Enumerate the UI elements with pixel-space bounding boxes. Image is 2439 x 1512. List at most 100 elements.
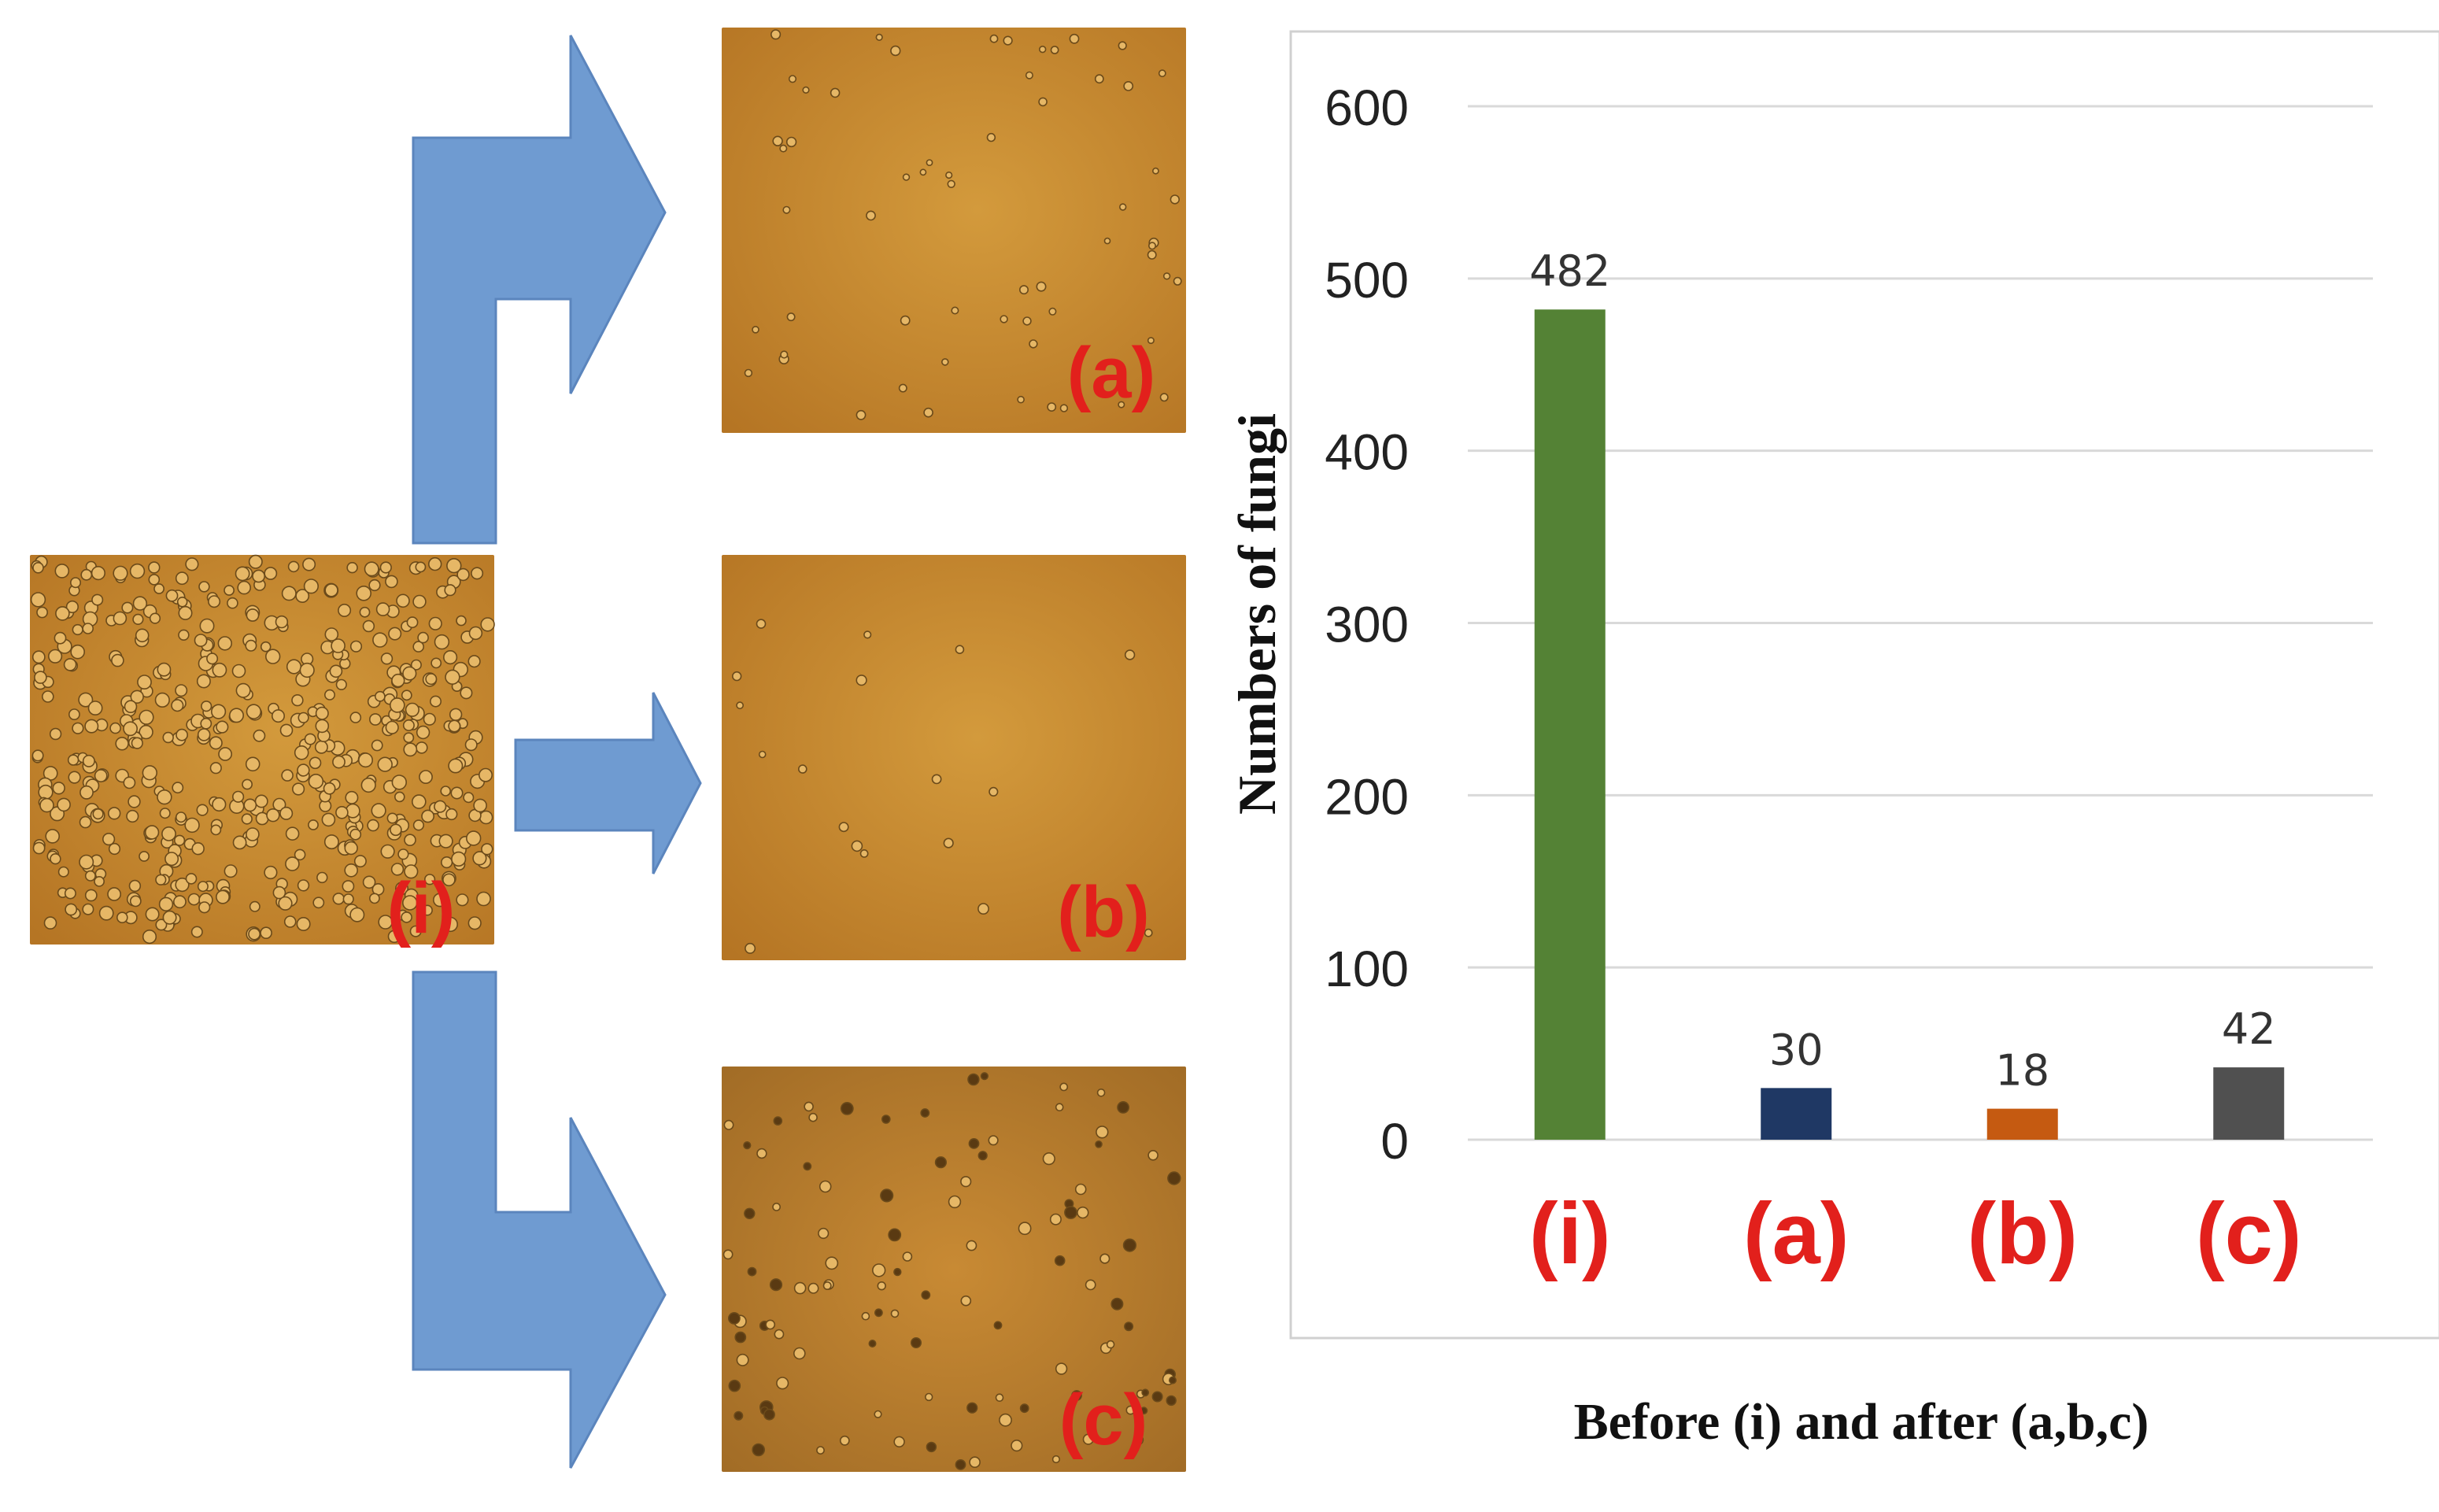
fungal-cell [304,733,316,745]
fungal-cell [31,650,46,664]
fungal-cell [175,571,189,586]
fungal-cell [232,835,247,850]
fungal-cell [1054,1255,1066,1266]
fungal-cell [45,829,60,844]
fungal-cell [728,1312,741,1325]
fungal-cell [224,585,235,596]
fungal-cell [989,786,999,797]
fungal-cell [278,896,293,911]
chart-x-tick-labels: (i) (a) (b) (c) [1529,1185,2302,1282]
fungal-cell [389,697,405,713]
fungal-cell [460,686,473,700]
fungal-cell [1055,1103,1064,1111]
fungal-cell [1055,1362,1068,1375]
fungal-cell [216,720,229,734]
fungal-cell [410,659,422,671]
fungal-cell [158,896,174,912]
fungal-cell [285,826,300,841]
fungal-cell [1144,928,1153,937]
fungal-cell [442,916,458,933]
fungal-cell [129,563,146,579]
fungal-cell [324,583,338,597]
fungal-cell [785,136,797,148]
fungal-cell [980,1072,989,1081]
fungal-cell [142,765,158,781]
fungal-cell [429,695,442,708]
fungal-cell [194,634,208,647]
fungal-cell [1048,307,1057,316]
fungal-cell [948,1195,962,1209]
fungal-cell [190,926,203,938]
fungal-cell [464,738,478,752]
fungal-cell [825,1256,839,1270]
fungal-cell [428,616,442,630]
fungal-cell [1118,203,1127,211]
y-tick-label: 0 [1380,1113,1409,1170]
fungal-cell [411,794,427,809]
fungal-cell [419,770,433,785]
fungal-cell [444,584,456,597]
chart-x-axis-label: Before (i) and after (a,b,c) [1574,1393,2149,1451]
fungal-cell [130,689,144,704]
fungal-cell [379,561,392,574]
fungal-cell [838,822,849,833]
fungal-cell [945,171,953,179]
fungal-cell [481,843,493,856]
fungal-cell [874,1308,883,1318]
fungal-cell [731,671,742,682]
fungal-cell [139,709,154,725]
fungal-cell [412,641,425,652]
micrograph-b-label: (b) [1057,872,1149,952]
fungal-cell [245,756,261,772]
fungal-cell [279,806,294,820]
fungal-cell [198,581,210,593]
fungal-cell [926,1441,937,1453]
fungal-cell [248,927,261,941]
fungal-cell [397,848,409,860]
fungal-cell [115,737,129,751]
fungal-cell [80,568,93,581]
fungal-cell [403,732,415,744]
fungal-cell [769,1278,783,1292]
fungal-cell [788,75,797,83]
fungal-cell [54,564,70,579]
fungal-cell [765,1319,776,1330]
fungal-cell [902,1251,913,1262]
fungal-cell [966,1402,978,1414]
fungal-cell [431,657,442,669]
fungal-cell [316,871,328,884]
micrograph-b: (b) [722,555,1186,960]
fungal-cell [47,649,63,664]
fungal-cell [468,626,483,641]
fungal-cell [440,786,452,797]
y-tick-label: 300 [1325,597,1409,653]
fungal-cell [743,1140,752,1150]
fungal-cell [855,409,867,420]
fungal-cell [162,731,174,744]
fungal-cell [803,1162,812,1171]
fungal-cell [480,617,495,632]
fungal-cell [285,856,300,871]
fungal-cell [1050,46,1059,54]
fungal-cell [450,786,464,800]
fungal-cell [473,798,487,813]
fungal-cell [448,719,461,733]
fungal-cell [416,725,431,740]
fungal-cell [241,813,253,825]
fungal-cell [476,891,491,907]
fungal-cell [68,771,81,784]
fungal-cell [264,567,278,580]
fungal-cell [425,673,438,686]
fungal-cell [248,554,263,569]
fungal-cell [1110,1297,1124,1311]
fungal-cell [478,767,493,782]
fungal-cell [898,383,907,393]
fungal-cell [55,606,70,621]
fungal-cell [793,1281,807,1295]
chart-y-axis-label: Numbers of fungi [1227,413,1287,815]
fungal-cell [356,585,372,601]
fungal-cell [1029,339,1038,349]
fungal-cell [144,825,160,840]
fungal-cell [402,666,417,681]
